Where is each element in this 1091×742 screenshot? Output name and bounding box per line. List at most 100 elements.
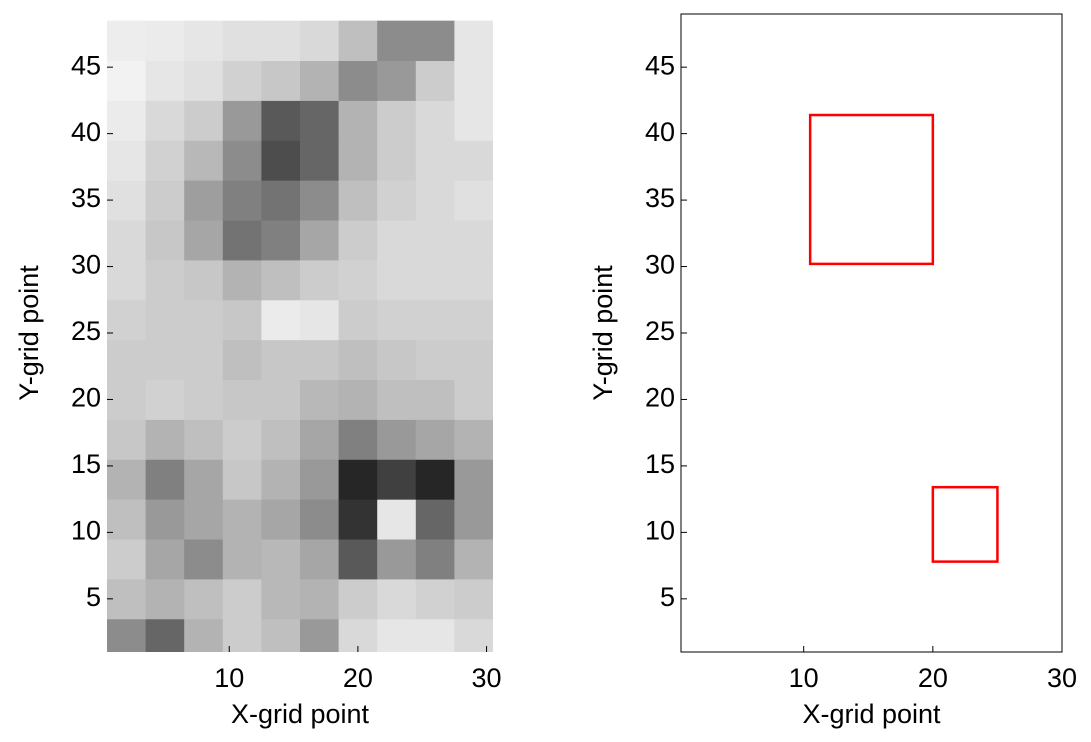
heat-cell bbox=[454, 618, 493, 652]
heat-cell bbox=[454, 180, 493, 221]
heat-cell bbox=[261, 459, 301, 500]
heat-cell bbox=[145, 419, 185, 460]
heat-cell bbox=[222, 220, 262, 261]
x-tick-label: 10 bbox=[789, 663, 819, 693]
heat-cell bbox=[145, 299, 185, 341]
heat-cell bbox=[107, 180, 147, 221]
y-axis-label: Y-grid point bbox=[14, 265, 44, 401]
heat-cell bbox=[222, 379, 262, 420]
heat-cell bbox=[222, 180, 262, 221]
heat-cell bbox=[222, 100, 262, 141]
heat-cell bbox=[377, 539, 417, 580]
heat-cell bbox=[338, 140, 378, 181]
heat-cell bbox=[454, 299, 493, 341]
region-box bbox=[808, 113, 935, 266]
heat-cell bbox=[415, 578, 455, 620]
region-box bbox=[931, 485, 999, 563]
heat-cell bbox=[300, 220, 340, 261]
y-tick-label: 5 bbox=[86, 582, 101, 612]
heat-cell bbox=[145, 140, 185, 181]
heat-cell bbox=[338, 259, 378, 301]
heat-cell bbox=[184, 259, 224, 301]
heat-cell bbox=[145, 220, 185, 261]
heat-cell bbox=[454, 339, 493, 381]
heat-cell bbox=[222, 539, 262, 580]
heat-cell bbox=[377, 20, 417, 62]
heat-cell bbox=[222, 459, 262, 500]
y-tick-label: 40 bbox=[645, 117, 675, 147]
heat-cell bbox=[300, 618, 340, 652]
heat-cell bbox=[415, 618, 455, 652]
heat-cell bbox=[338, 379, 378, 420]
heat-cell bbox=[338, 539, 378, 580]
heat-cell bbox=[107, 259, 147, 301]
heat-cell bbox=[145, 60, 185, 101]
heat-cell bbox=[415, 140, 455, 181]
heat-cell bbox=[377, 419, 417, 460]
y-tick-label: 30 bbox=[645, 250, 675, 280]
heat-cell bbox=[184, 140, 224, 181]
y-tick-label: 25 bbox=[645, 316, 675, 346]
y-tick-label: 35 bbox=[71, 183, 101, 213]
heat-cell bbox=[222, 618, 262, 652]
heat-cell bbox=[261, 20, 301, 62]
heat-cell bbox=[184, 100, 224, 141]
y-tick-label: 10 bbox=[645, 516, 675, 546]
heat-cell bbox=[222, 299, 262, 341]
heat-cell bbox=[261, 140, 301, 181]
heat-cell bbox=[261, 180, 301, 221]
heat-cell bbox=[415, 539, 455, 580]
heat-cell bbox=[145, 539, 185, 580]
heat-cell bbox=[107, 339, 147, 381]
heat-cell bbox=[454, 20, 493, 62]
x-axis-label: X-grid point bbox=[231, 699, 370, 729]
x-tick-label: 20 bbox=[343, 663, 373, 693]
heatmap bbox=[107, 20, 493, 652]
heat-cell bbox=[338, 180, 378, 221]
y-tick-label: 25 bbox=[71, 316, 101, 346]
heat-cell bbox=[261, 299, 301, 341]
heat-cell bbox=[261, 339, 301, 381]
heat-cell bbox=[107, 539, 147, 580]
heat-cell bbox=[377, 60, 417, 101]
y-tick-label: 20 bbox=[71, 383, 101, 413]
heat-cell bbox=[107, 140, 147, 181]
heat-cell bbox=[184, 339, 224, 381]
heat-cell bbox=[415, 339, 455, 381]
heat-cell bbox=[415, 259, 455, 301]
heat-cell bbox=[222, 140, 262, 181]
heat-cell bbox=[145, 499, 185, 540]
heat-cell bbox=[222, 499, 262, 540]
heat-cell bbox=[338, 60, 378, 101]
heat-cell bbox=[338, 20, 378, 62]
heat-cell bbox=[107, 220, 147, 261]
heat-cell bbox=[377, 578, 417, 620]
heat-cell bbox=[300, 379, 340, 420]
heat-cell bbox=[184, 299, 224, 341]
heat-cell bbox=[300, 419, 340, 460]
heat-cell bbox=[415, 299, 455, 341]
heat-cell bbox=[454, 578, 493, 620]
heat-cell bbox=[261, 419, 301, 460]
heat-cell bbox=[300, 299, 340, 341]
heat-cell bbox=[377, 259, 417, 301]
x-tick-label: 10 bbox=[214, 663, 244, 693]
heat-cell bbox=[377, 618, 417, 652]
heat-cell bbox=[415, 220, 455, 261]
heat-cell bbox=[377, 379, 417, 420]
heat-cell bbox=[222, 20, 262, 62]
heat-cell bbox=[107, 379, 147, 420]
x-axis-label: X-grid point bbox=[802, 699, 941, 729]
heat-cell bbox=[184, 459, 224, 500]
heat-cell bbox=[454, 259, 493, 301]
y-tick-label: 45 bbox=[71, 50, 101, 80]
heat-cell bbox=[107, 459, 147, 500]
heat-cell bbox=[145, 459, 185, 500]
heat-cell bbox=[184, 20, 224, 62]
heat-cell bbox=[184, 539, 224, 580]
y-tick-label: 15 bbox=[645, 449, 675, 479]
y-tick-label: 5 bbox=[660, 582, 675, 612]
heat-cell bbox=[107, 578, 147, 620]
heat-cell bbox=[184, 499, 224, 540]
